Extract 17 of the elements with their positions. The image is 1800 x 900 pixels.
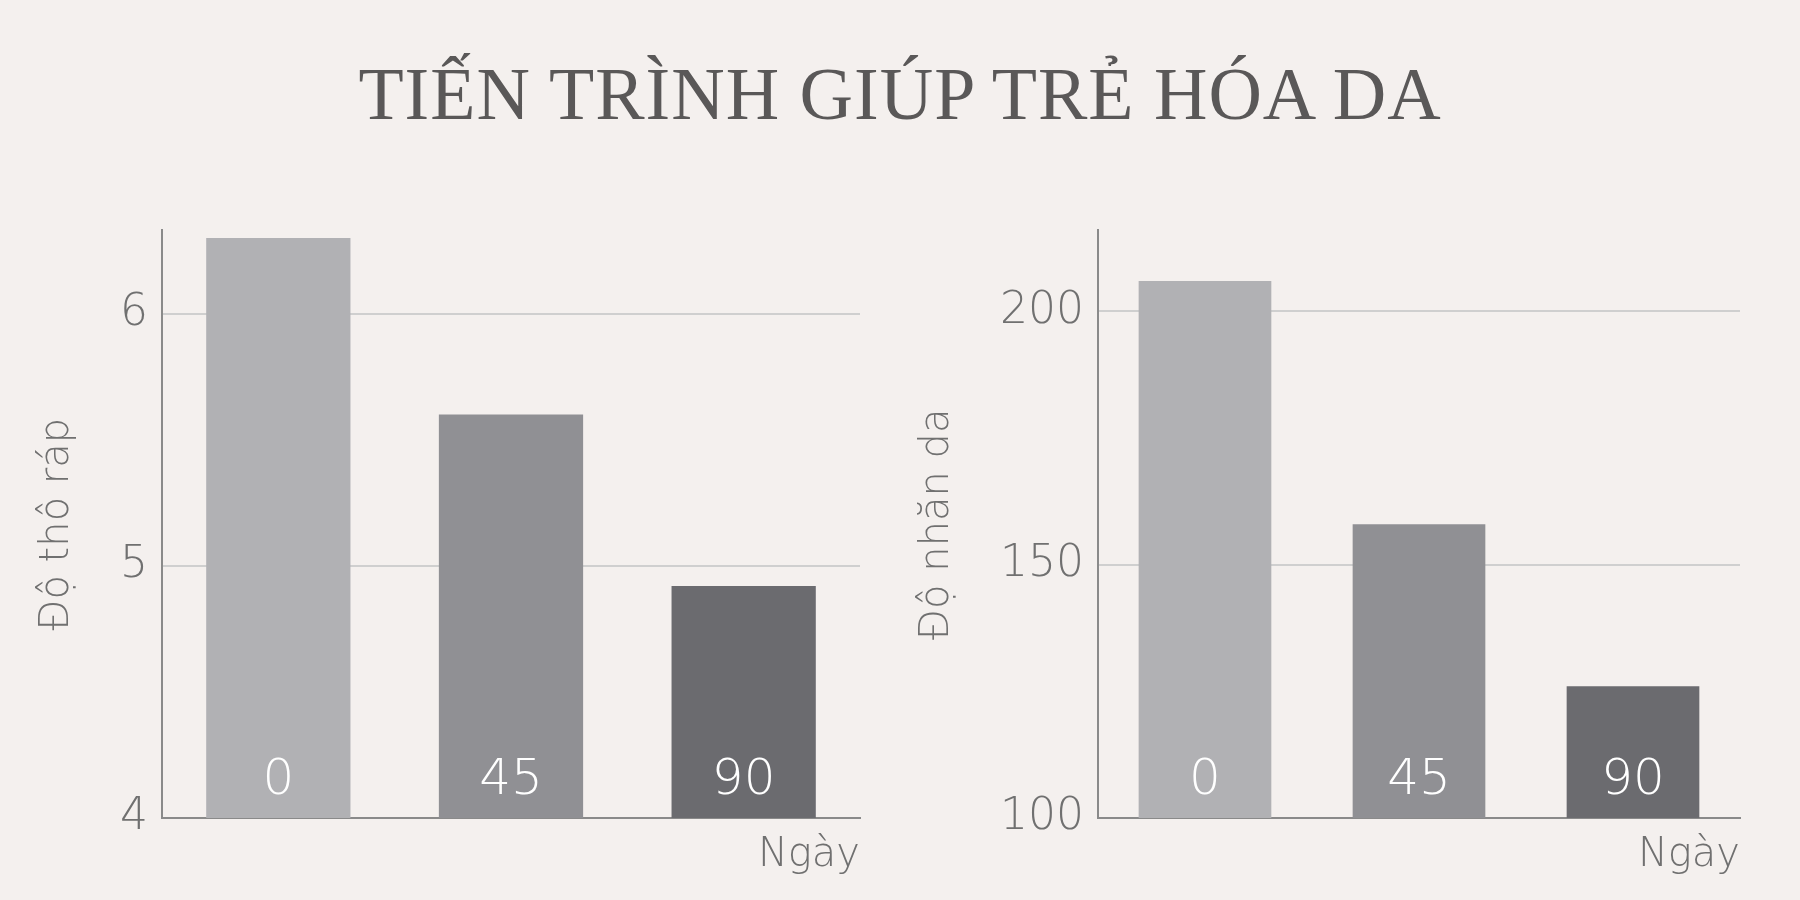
x-axis-title: Ngày: [757, 829, 860, 876]
y-tick-label: 200: [1000, 281, 1084, 333]
x-tick-label: 90: [1601, 747, 1665, 806]
y-tick-label: 100: [1000, 788, 1084, 840]
y-tick-label: 6: [119, 284, 148, 336]
x-tick-label: 0: [262, 747, 295, 806]
y-tick-label: 5: [119, 536, 148, 588]
x-tick-label: 45: [1387, 747, 1451, 806]
x-tick-label: 45: [479, 747, 543, 806]
x-tick-label: 0: [1189, 747, 1221, 806]
y-axis-title: Độ nhăn da: [911, 408, 958, 640]
chart-title: TIẾN TRÌNH GIÚP TRẺ HÓA DA: [357, 52, 1443, 137]
y-axis-title: Độ thô ráp: [31, 417, 78, 631]
y-tick-label: 150: [1000, 535, 1084, 587]
x-tick-label: 90: [711, 747, 776, 806]
y-tick-label: 4: [119, 788, 148, 840]
x-axis-title: Ngày: [1637, 829, 1740, 876]
